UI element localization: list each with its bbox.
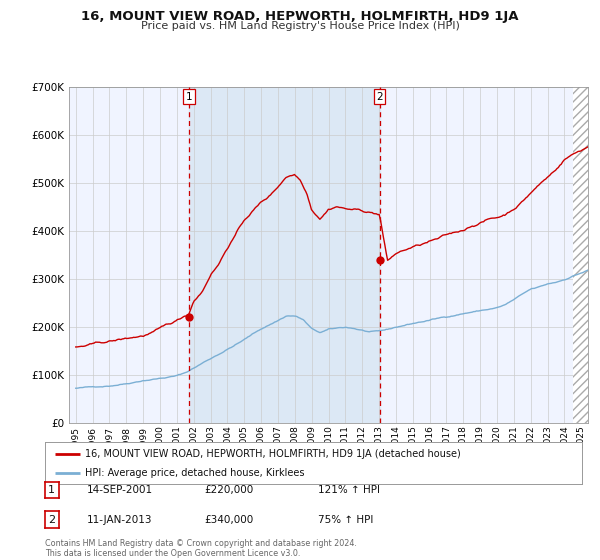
Bar [573, 87, 588, 423]
Text: £220,000: £220,000 [204, 485, 253, 495]
Text: 16, MOUNT VIEW ROAD, HEPWORTH, HOLMFIRTH, HD9 1JA (detached house): 16, MOUNT VIEW ROAD, HEPWORTH, HOLMFIRTH… [85, 449, 461, 459]
Text: 2: 2 [48, 515, 55, 525]
Text: Price paid vs. HM Land Registry's House Price Index (HPI): Price paid vs. HM Land Registry's House … [140, 21, 460, 31]
Text: 1: 1 [185, 92, 192, 102]
Text: 11-JAN-2013: 11-JAN-2013 [87, 515, 152, 525]
Text: Contains HM Land Registry data © Crown copyright and database right 2024.
This d: Contains HM Land Registry data © Crown c… [45, 539, 357, 558]
Text: £340,000: £340,000 [204, 515, 253, 525]
Text: HPI: Average price, detached house, Kirklees: HPI: Average price, detached house, Kirk… [85, 468, 305, 478]
Text: 16, MOUNT VIEW ROAD, HEPWORTH, HOLMFIRTH, HD9 1JA: 16, MOUNT VIEW ROAD, HEPWORTH, HOLMFIRTH… [81, 10, 519, 23]
Text: 2: 2 [376, 92, 383, 102]
Text: 121% ↑ HPI: 121% ↑ HPI [318, 485, 380, 495]
Text: 1: 1 [48, 485, 55, 495]
Bar [189, 87, 380, 423]
Text: 75% ↑ HPI: 75% ↑ HPI [318, 515, 373, 525]
Text: 14-SEP-2001: 14-SEP-2001 [87, 485, 153, 495]
